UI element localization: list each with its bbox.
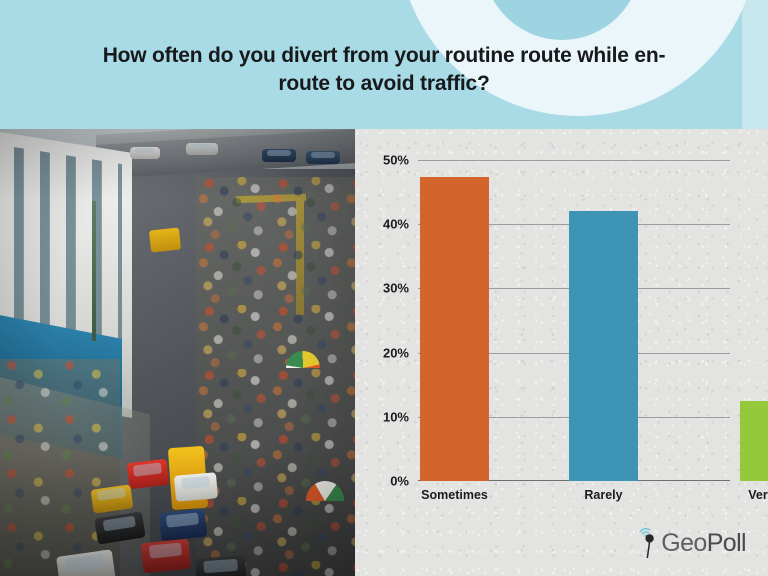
photo-market-crowd [196,177,355,576]
header-right-accent [742,0,768,129]
x-axis-label-very-often: Very Often [748,488,768,502]
logo-text-geo: Geo [661,528,707,557]
bar-chart-plot-area: 0% 10% 20% 30% 40% 50% Sometimes Rarely Very Of… [383,153,768,502]
y-axis-tick-label: 0% [390,473,409,489]
photo-car-far-4 [306,151,340,164]
y-axis-tick-label: 10% [382,409,409,425]
y-axis-tick-label: 30% [382,280,409,296]
bar-very-often[interactable]: Very Often [740,400,768,502]
chart-bars: Sometimes Rarely Very Often [418,160,768,502]
photo-car-far-2 [186,143,218,155]
street-traffic-photo [0,129,355,576]
x-axis-label-sometimes: Sometimes [421,488,488,502]
page-title: How often do you divert from your routin… [102,44,666,95]
y-axis-tick-label: 40% [382,216,409,232]
photo-market-umbrella [306,481,344,501]
logo-text-poll: Poll [706,528,747,557]
gridline-50 [418,160,730,161]
geopoll-wordmark: GeoPoll [661,528,747,557]
chart-panel: 0% 10% 20% 30% 40% 50% Sometimes Rarely Very Of… [355,129,768,576]
photo-street-pole [92,201,96,341]
photo-market-umbrella-far [286,351,320,368]
photo-car-far-1 [130,147,160,159]
geopoll-logo: GeoPoll [637,528,747,558]
photo-car-far-3 [262,149,296,162]
bar-sometimes[interactable]: Sometimes [420,176,489,502]
y-axis-tick-label: 50% [382,152,409,168]
photo-vignette [0,129,355,576]
bar-rarely[interactable]: Rarely [569,210,638,502]
geopoll-antenna-pin-icon [639,528,655,558]
x-axis-label-rarely: Rarely [584,488,623,502]
y-axis-tick-label: 20% [382,345,409,361]
header-band [0,0,768,129]
